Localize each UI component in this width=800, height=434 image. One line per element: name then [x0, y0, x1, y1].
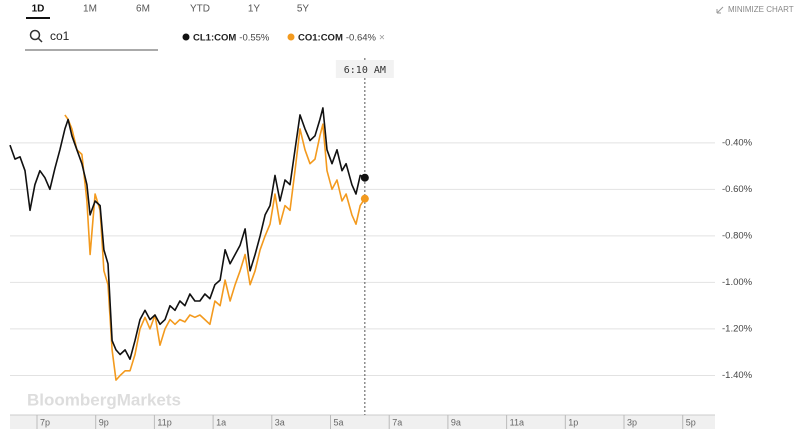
series-line: [64, 114, 366, 381]
legend-remove[interactable]: ×: [379, 33, 385, 44]
x-tick-label: 11p: [157, 417, 171, 427]
x-tick-label: 1a: [216, 417, 226, 427]
x-tick-label: 11a: [510, 417, 524, 427]
x-tick-label: 5p: [686, 417, 696, 427]
crosshair-label-bg: [335, 60, 394, 78]
x-tick-label: 7a: [392, 417, 402, 427]
x-tick-label: 7p: [40, 417, 50, 427]
x-tick-label: 3a: [275, 417, 285, 427]
legend-change: -0.64%: [346, 33, 377, 44]
x-tick-label: 1p: [568, 417, 578, 427]
last-point: [360, 173, 369, 182]
tab[interactable]: 1M: [83, 4, 97, 15]
x-tick-label: 9p: [99, 417, 109, 427]
y-tick-label: -0.60%: [722, 184, 753, 195]
search-text[interactable]: co1: [50, 29, 70, 43]
tab[interactable]: 1D: [32, 4, 45, 15]
x-tick-label: 9a: [451, 417, 461, 427]
legend-dot: [287, 33, 295, 41]
series-line: [9, 107, 366, 360]
tab[interactable]: 6M: [136, 4, 150, 15]
minimize-chart[interactable]: MINIMIZE CHART: [728, 5, 794, 14]
tab[interactable]: 5Y: [297, 4, 310, 15]
tab[interactable]: 1Y: [248, 4, 261, 15]
minimize-icon: [716, 6, 724, 14]
x-tick-label: 3p: [627, 417, 637, 427]
legend-name: CL1:COM: [193, 33, 236, 44]
y-tick-label: -0.80%: [722, 230, 753, 241]
legend-name: CO1:COM: [298, 33, 343, 44]
y-tick-label: -1.00%: [722, 277, 753, 288]
legend-change: -0.55%: [239, 33, 270, 44]
crosshair-label: 6:10 AM: [344, 65, 386, 76]
legend-dot: [182, 33, 190, 41]
last-point: [360, 194, 369, 203]
x-axis-band: [10, 415, 715, 429]
watermark: BloombergMarkets: [27, 390, 181, 409]
search-icon: [29, 29, 43, 43]
x-tick-label: 5a: [334, 417, 344, 427]
y-tick-label: -1.20%: [722, 323, 753, 334]
tab[interactable]: YTD: [190, 4, 210, 15]
y-tick-label: -1.40%: [722, 370, 753, 381]
y-tick-label: -0.40%: [722, 137, 753, 148]
